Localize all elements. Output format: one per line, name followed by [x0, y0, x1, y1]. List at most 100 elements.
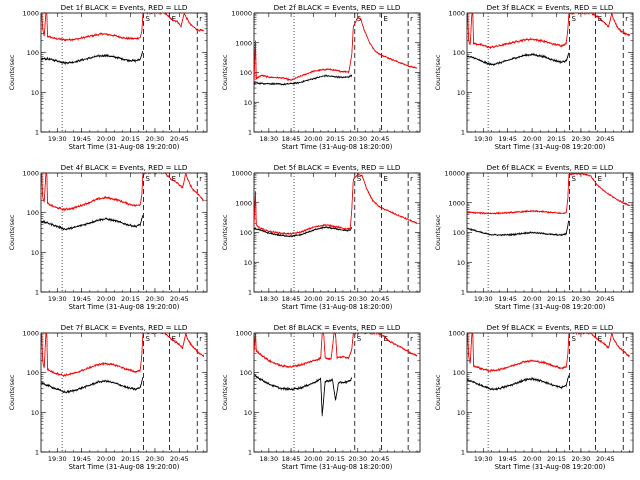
- y-tick-label: 100: [27, 49, 39, 57]
- y-tick-label: 10000: [231, 170, 252, 178]
- y-axis-label: Counts/sec: [221, 214, 229, 250]
- x-tick-label: 19:45: [72, 295, 91, 303]
- y-tick-label: 100: [453, 229, 465, 237]
- y-tick-label: 10: [457, 259, 465, 267]
- marker-label: S: [146, 15, 151, 23]
- x-tick-label: 20:30: [572, 135, 591, 143]
- x-tick-label: 19:45: [498, 295, 517, 303]
- panel-det-7f: Det 7f BLACK = Events, RED = LLD 1 10 100 10…: [8, 323, 208, 471]
- lld-series-line: [467, 333, 630, 374]
- x-tick-label: 20:45: [371, 135, 390, 143]
- y-tick-label: 1000: [448, 10, 465, 18]
- x-axis-label: Start Time (31-Aug-08 19:20:00): [69, 303, 180, 311]
- marker-label: S: [357, 15, 362, 23]
- y-tick-label: 10: [31, 89, 39, 97]
- events-series-line: [41, 215, 144, 231]
- events-series-line: [254, 374, 353, 413]
- panel-title: Det 1f BLACK = Events, RED = LLD: [61, 3, 188, 12]
- y-axis-label: Counts/sec: [8, 54, 16, 90]
- x-tick-label: 20:45: [596, 455, 615, 463]
- plot-frame: [253, 12, 421, 133]
- lld-series-line: [41, 333, 205, 378]
- y-axis-label: Counts/sec: [434, 214, 442, 250]
- y-tick-label: 1: [461, 129, 465, 137]
- lld-series-spikes: [254, 333, 418, 368]
- y-tick-label: 1: [248, 289, 252, 297]
- y-tick-label: 1: [35, 129, 39, 137]
- y-axis-label: Counts/sec: [434, 374, 442, 410]
- lld-series-spikes: [41, 173, 205, 210]
- events-series-line: [467, 376, 570, 391]
- marker-label: r: [199, 175, 202, 183]
- y-tick-label: 100: [453, 369, 465, 377]
- events-series-spikes: [254, 75, 352, 85]
- y-tick-label: 10: [457, 89, 465, 97]
- x-tick-label: 20:00: [97, 135, 116, 143]
- marker-label: E: [383, 335, 387, 343]
- marker-label: S: [357, 335, 362, 343]
- events-series-spikes: [41, 377, 144, 393]
- panel-title: Det 9f BLACK = Events, RED = LLD: [487, 323, 614, 332]
- x-axis-label: Start Time (31-Aug-08 18:20:00): [282, 143, 393, 151]
- y-tick-label: 100: [27, 209, 39, 217]
- marker-label: E: [172, 15, 176, 23]
- events-series-spikes: [254, 226, 353, 237]
- marker-label: E: [172, 175, 176, 183]
- x-axis-label: Start Time (31-Aug-08 19:20:00): [69, 463, 180, 471]
- events-series-spikes: [41, 215, 144, 230]
- y-tick-label: 100: [453, 49, 465, 57]
- lld-series-line: [41, 173, 205, 212]
- lld-series-spikes: [41, 13, 204, 41]
- panel-det-2f: Det 2f BLACK = Events, RED = LLD 1 10 100 10…: [221, 3, 421, 151]
- lld-series-spikes: [467, 173, 630, 214]
- y-axis-label: Counts/sec: [221, 54, 229, 90]
- x-tick-label: 20:00: [304, 455, 323, 463]
- y-tick-label: 1000: [22, 330, 39, 338]
- x-tick-label: 20:30: [146, 135, 165, 143]
- y-tick-label: 10: [31, 249, 39, 257]
- x-tick-label: 20:30: [348, 295, 367, 303]
- panel-title: Det 2f BLACK = Events, RED = LLD: [274, 3, 401, 12]
- x-tick-label: 20:15: [121, 295, 140, 303]
- marker-label: S: [146, 175, 151, 183]
- panel-det-1f: Det 1f BLACK = Events, RED = LLD 1 10 100 10…: [8, 3, 208, 151]
- x-tick-label: 20:15: [547, 135, 566, 143]
- marker-label: r: [199, 15, 202, 23]
- events-series-spikes: [254, 374, 353, 417]
- marker-label: r: [410, 15, 413, 23]
- y-tick-label: 1000: [235, 39, 252, 47]
- y-tick-label: 100: [240, 369, 252, 377]
- lld-series-line: [467, 173, 630, 215]
- x-tick-label: 20:45: [371, 455, 390, 463]
- y-tick-label: 1000: [22, 10, 39, 18]
- marker-label: S: [572, 15, 577, 23]
- x-tick-label: 20:15: [121, 455, 140, 463]
- x-tick-label: 19:45: [498, 135, 517, 143]
- plot-frame: [40, 332, 208, 453]
- y-tick-label: 1000: [235, 199, 252, 207]
- x-tick-label: 19:30: [48, 295, 67, 303]
- events-series-spikes: [41, 50, 144, 64]
- y-axis-label: Counts/sec: [8, 214, 16, 250]
- x-tick-label: 20:45: [170, 455, 189, 463]
- plot-frame: [466, 172, 634, 293]
- lld-series-spikes: [254, 17, 418, 82]
- events-series-spikes: [467, 52, 570, 65]
- x-tick-label: 19:45: [72, 455, 91, 463]
- x-tick-label: 20:15: [547, 295, 566, 303]
- y-tick-label: 10: [244, 409, 252, 417]
- panel-det-3f: Det 3f BLACK = Events, RED = LLD 1 10 100 10…: [434, 3, 634, 151]
- marker-label: E: [598, 335, 602, 343]
- marker-label: E: [172, 335, 176, 343]
- marker-label: r: [199, 335, 202, 343]
- x-tick-label: 20:00: [523, 455, 542, 463]
- plot-frame: [40, 12, 208, 133]
- plot-frame: [466, 332, 634, 453]
- x-tick-label: 20:15: [326, 455, 345, 463]
- x-tick-label: 20:30: [348, 135, 367, 143]
- x-tick-label: 20:45: [596, 295, 615, 303]
- x-tick-label: 20:00: [523, 295, 542, 303]
- x-tick-label: 20:30: [146, 455, 165, 463]
- events-series-spikes: [467, 375, 570, 390]
